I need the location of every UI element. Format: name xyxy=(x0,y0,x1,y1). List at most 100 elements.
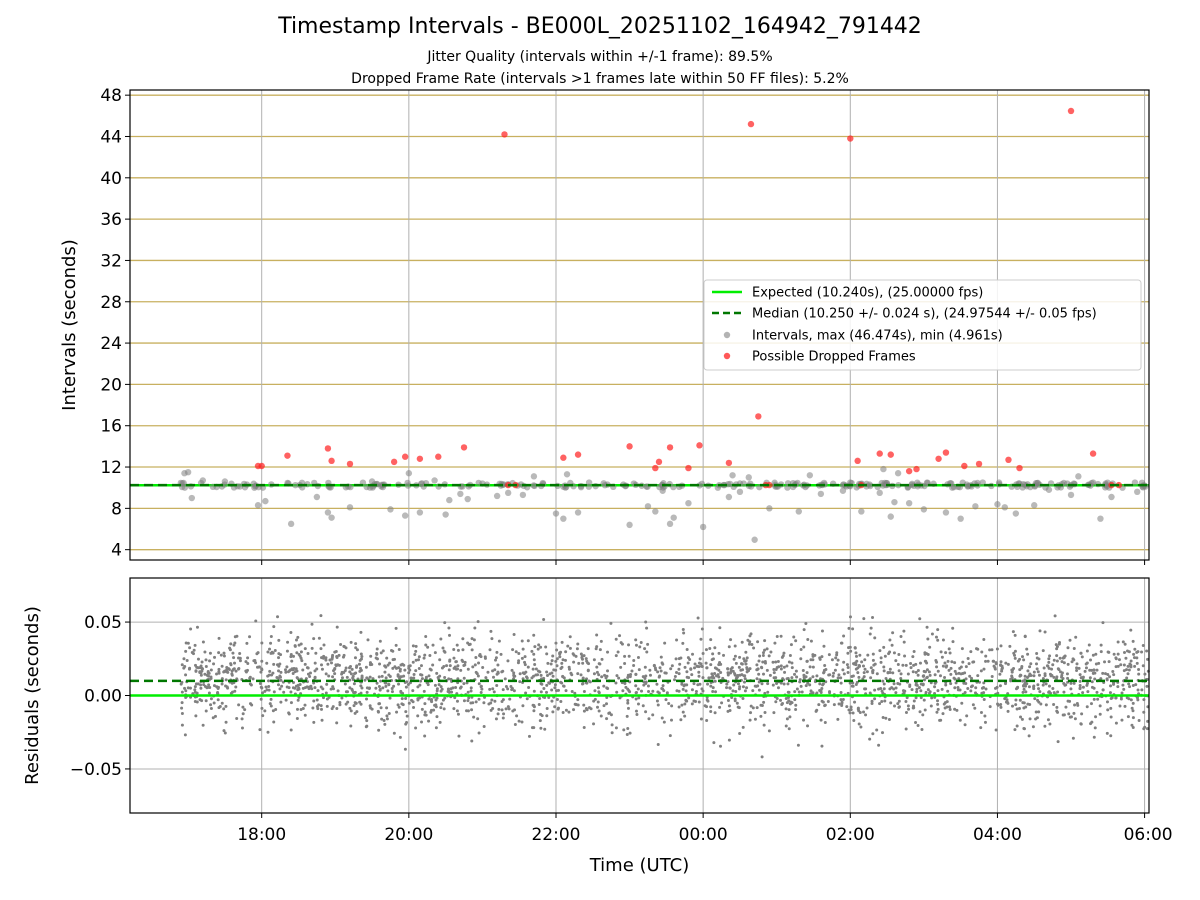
residual-point xyxy=(1051,663,1055,667)
residual-point xyxy=(183,733,187,737)
residual-point xyxy=(440,702,444,706)
residual-point xyxy=(888,667,892,671)
dropped-frame-point xyxy=(401,453,409,460)
residual-point xyxy=(915,683,919,687)
residual-point xyxy=(1000,669,1004,673)
residual-point xyxy=(643,676,647,680)
residual-point xyxy=(1021,679,1025,683)
residual-point xyxy=(863,667,867,671)
interval-point xyxy=(1047,480,1055,487)
residual-point xyxy=(930,632,934,636)
residual-point xyxy=(1109,697,1113,701)
interval-point xyxy=(908,480,916,487)
residual-point xyxy=(615,674,619,678)
residual-point xyxy=(218,705,222,709)
residual-point xyxy=(928,645,932,649)
interval-point xyxy=(957,515,964,522)
residual-point xyxy=(558,655,562,659)
residual-point xyxy=(783,670,787,674)
interval-point xyxy=(254,502,262,509)
residual-point xyxy=(736,705,740,709)
residual-point xyxy=(1094,652,1098,656)
interval-point xyxy=(464,495,471,503)
interval-point xyxy=(736,488,744,496)
residual-point xyxy=(779,664,783,668)
residual-point xyxy=(678,662,682,666)
residual-point xyxy=(1043,630,1047,634)
residual-point xyxy=(658,674,662,678)
residual-point xyxy=(1118,704,1122,708)
residual-point xyxy=(969,650,973,654)
residual-point xyxy=(203,672,207,676)
residual-point xyxy=(713,711,717,715)
residual-point xyxy=(814,709,818,713)
residual-point xyxy=(291,668,295,672)
residual-point xyxy=(1109,706,1113,710)
residual-point xyxy=(988,648,992,652)
residual-point xyxy=(622,728,626,732)
residual-point xyxy=(857,722,861,726)
residual-point xyxy=(743,674,747,678)
residual-point xyxy=(289,690,293,694)
residual-point xyxy=(727,704,731,708)
residual-point xyxy=(882,665,886,669)
residual-point xyxy=(531,667,535,671)
residual-point xyxy=(360,686,364,690)
residual-point xyxy=(220,664,224,668)
residual-point xyxy=(865,670,869,674)
residual-point xyxy=(1146,719,1150,723)
residual-point xyxy=(333,666,337,670)
residual-point xyxy=(605,686,609,690)
interval-point xyxy=(905,499,913,507)
residual-point xyxy=(883,699,887,703)
residual-point xyxy=(1092,735,1096,739)
residual-point xyxy=(378,688,382,692)
interval-point xyxy=(891,498,898,506)
residual-point xyxy=(958,688,962,692)
residual-point xyxy=(533,645,537,649)
residual-point xyxy=(412,673,416,677)
residual-point xyxy=(244,660,248,664)
residual-point xyxy=(419,679,423,683)
residual-point xyxy=(1120,691,1124,695)
residual-point xyxy=(979,726,983,730)
residual-point xyxy=(902,629,906,633)
residual-point xyxy=(607,711,611,715)
residual-point xyxy=(1014,687,1018,691)
residual-point xyxy=(1041,677,1045,681)
residual-point xyxy=(818,682,822,686)
residual-point xyxy=(936,699,940,703)
residual-point xyxy=(364,665,368,669)
residual-point xyxy=(798,680,802,684)
residual-point xyxy=(873,636,877,640)
residual-point xyxy=(1024,690,1028,694)
residual-point xyxy=(713,672,717,676)
residual-point xyxy=(1045,664,1049,668)
residual-point xyxy=(441,646,445,650)
residual-point xyxy=(801,669,805,673)
residual-point xyxy=(1048,722,1052,726)
residual-point xyxy=(950,660,954,664)
residual-point xyxy=(817,703,821,707)
residual-point xyxy=(207,683,211,687)
residual-point xyxy=(338,703,342,707)
interval-point xyxy=(858,508,865,515)
residual-point xyxy=(545,714,549,718)
interval-point xyxy=(876,489,883,497)
residual-point xyxy=(355,648,359,652)
residual-point xyxy=(232,643,236,647)
residual-point xyxy=(673,678,677,682)
residual-point xyxy=(222,654,226,658)
residual-point xyxy=(348,678,352,682)
residual-point xyxy=(504,707,508,711)
residual-point xyxy=(979,669,983,673)
residual-point xyxy=(1041,683,1045,687)
residual-point xyxy=(1088,668,1092,672)
residual-point xyxy=(1038,690,1042,694)
residual-point xyxy=(951,640,955,644)
residual-point xyxy=(700,627,704,631)
residual-point xyxy=(712,741,716,745)
residual-point xyxy=(1052,691,1056,695)
residual-point xyxy=(183,686,187,690)
residual-point xyxy=(322,654,326,658)
